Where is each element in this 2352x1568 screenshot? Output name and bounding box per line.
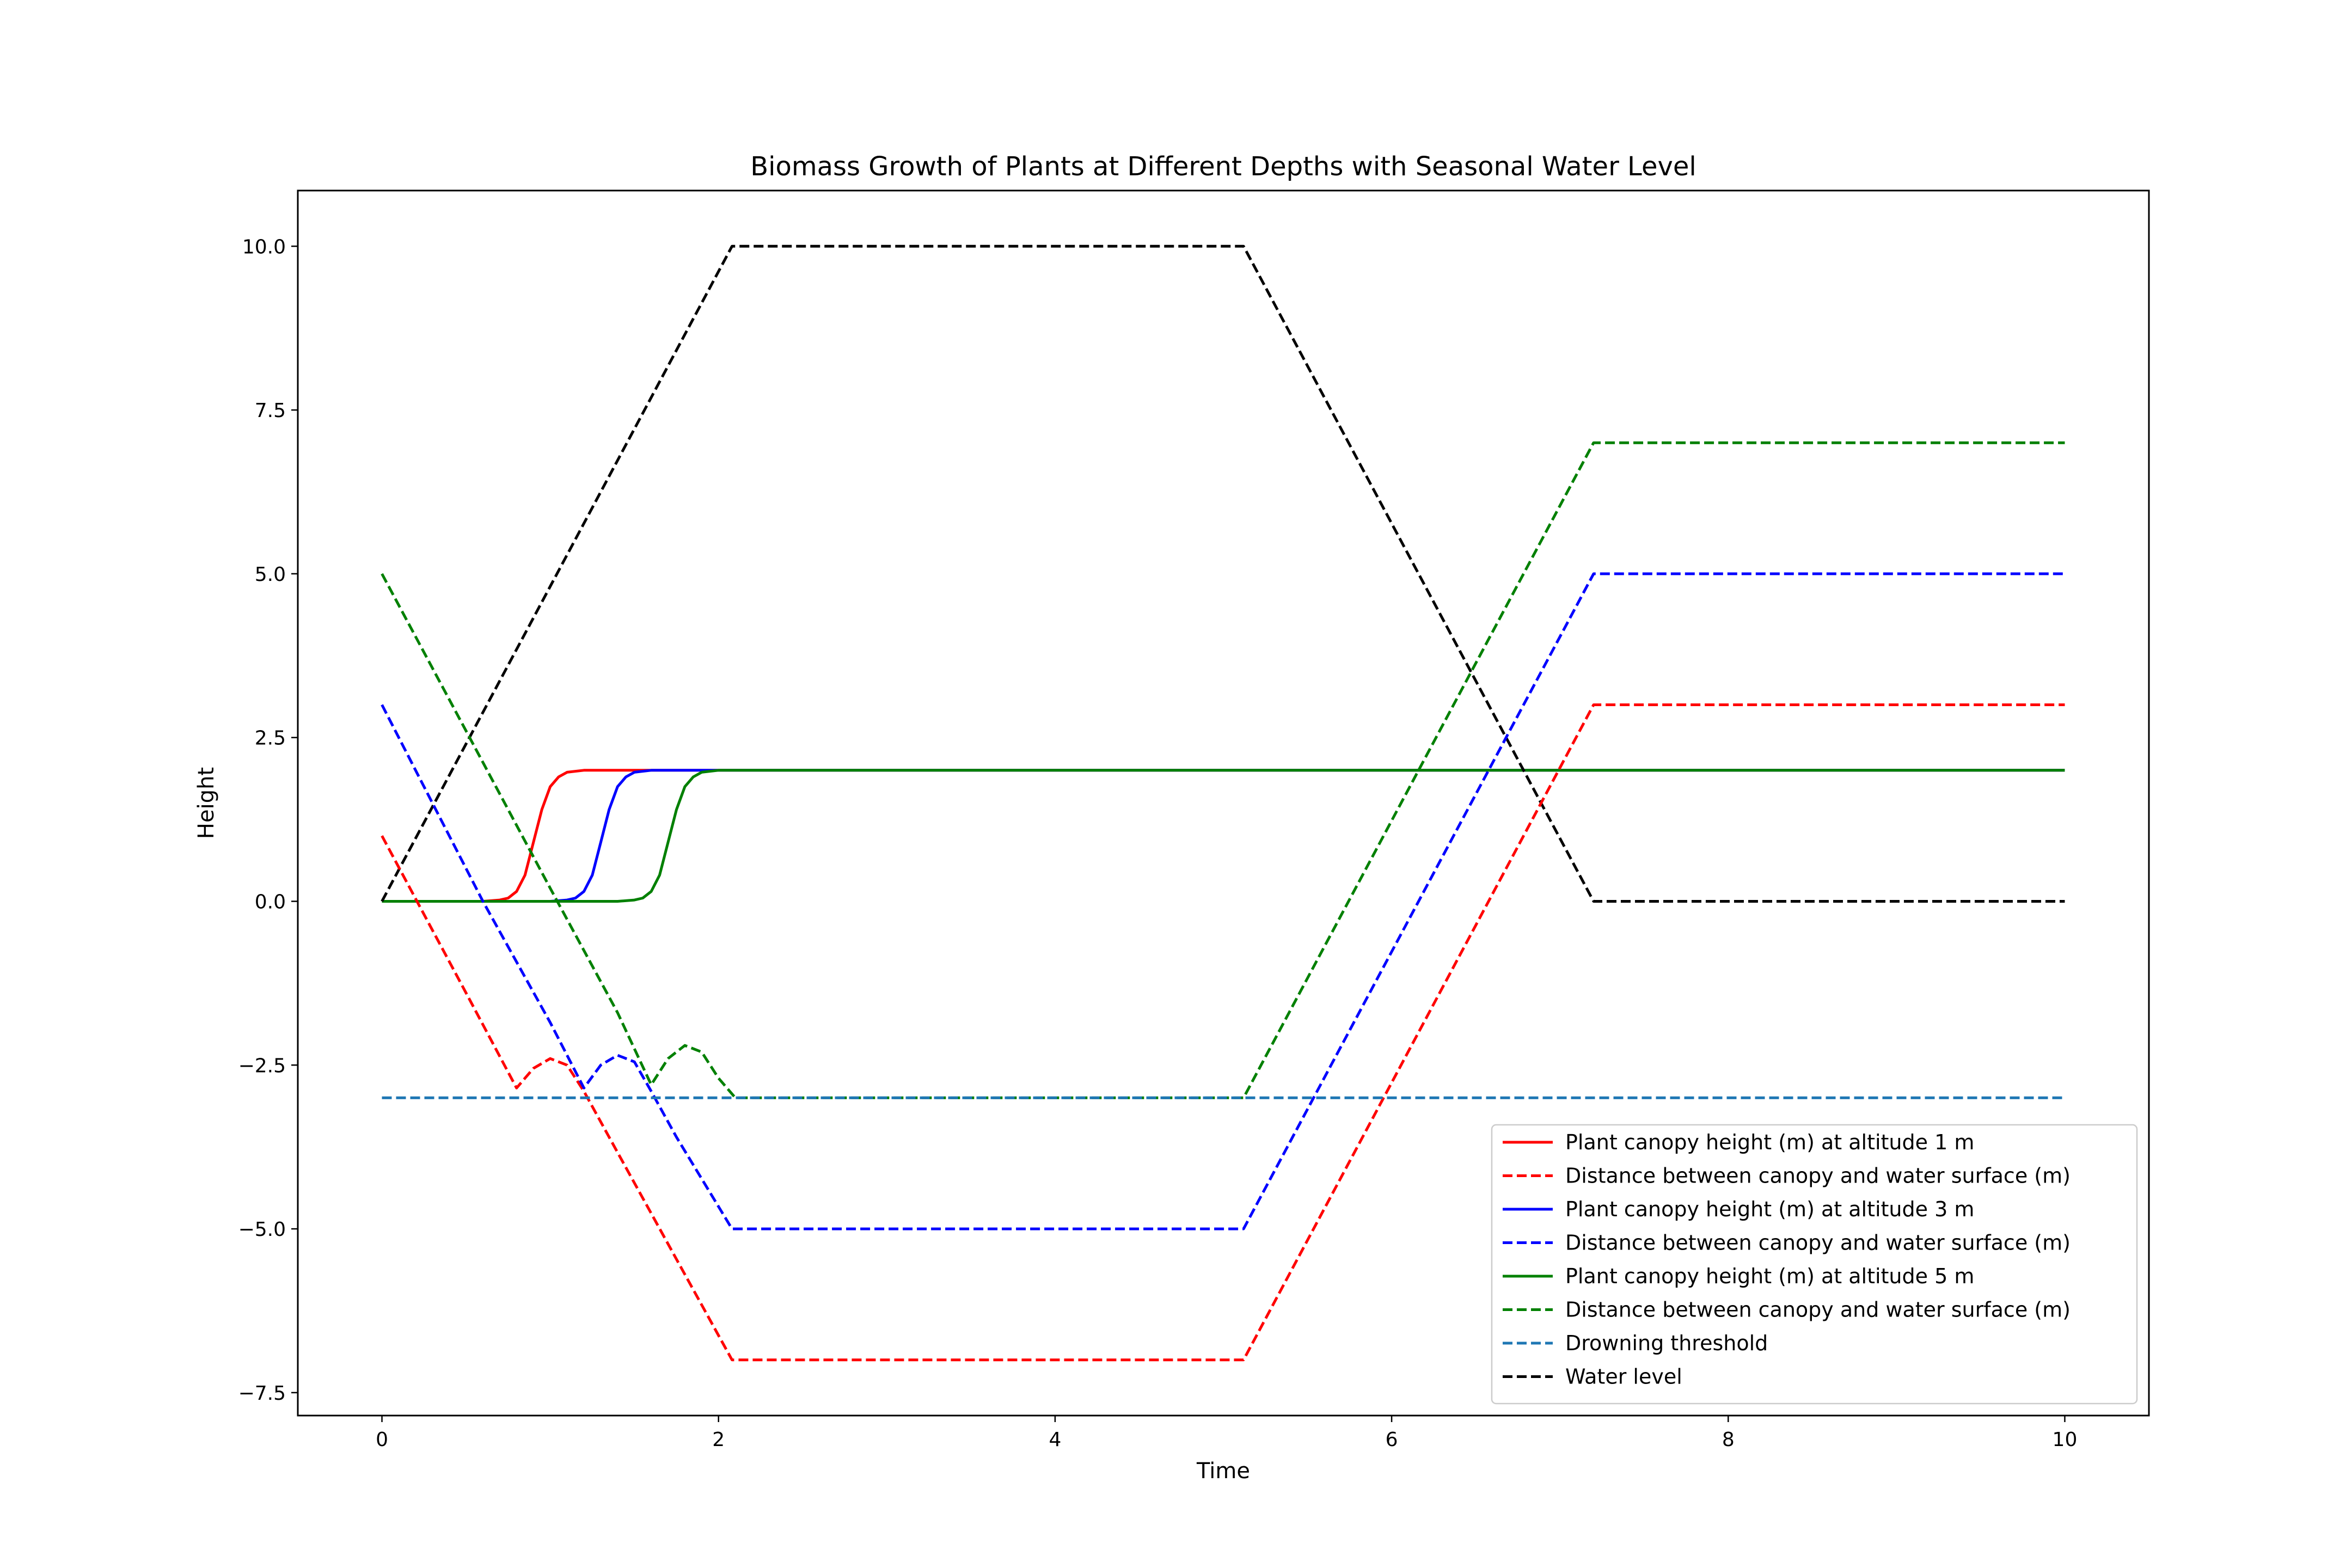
legend-entry: Distance between canopy and water surfac…	[1565, 1298, 2071, 1322]
legend: Plant canopy height (m) at altitude 1 m D…	[1491, 1124, 2138, 1405]
y-tick-label: −5.0	[238, 1218, 286, 1241]
series-line-8	[381, 244, 2065, 903]
series-line-2	[381, 703, 2065, 1362]
legend-entry: Distance between canopy and water surfac…	[1565, 1164, 2071, 1188]
x-tick-label: 6	[1386, 1429, 1398, 1451]
x-tick-label: 8	[1722, 1429, 1735, 1451]
series-layer	[381, 244, 2065, 1362]
chart-title: Biomass Growth of Plants at Different De…	[750, 151, 1696, 182]
legend-box	[1491, 1124, 2138, 1405]
legend-entry: Plant canopy height (m) at altitude 1 m	[1565, 1130, 1974, 1154]
y-tick-label: 5.0	[255, 564, 286, 586]
x-tick-label: 4	[1049, 1429, 1061, 1451]
y-axis: −7.5 −5.0 −2.5 0.0 2.5 5.0 7.5 10.0	[238, 236, 298, 1405]
x-axis: 0 2 4 6 8 10	[376, 1416, 2077, 1451]
x-axis-label: Time	[1196, 1459, 1250, 1484]
series-line-5	[382, 769, 2065, 903]
legend-entry: Water level	[1565, 1365, 1682, 1389]
x-tick-label: 0	[376, 1429, 388, 1451]
y-axis-label: Height	[194, 767, 219, 839]
series-line-3	[382, 769, 2065, 903]
legend-entry: Plant canopy height (m) at altitude 3 m	[1565, 1197, 1974, 1221]
y-tick-label: 7.5	[255, 400, 286, 422]
plot-frame	[297, 189, 2150, 1417]
x-tick-label: 10	[2053, 1429, 2078, 1451]
legend-entry: Distance between canopy and water surfac…	[1565, 1231, 2071, 1255]
y-tick-label: 2.5	[255, 727, 286, 750]
y-tick-label: 0.0	[255, 891, 286, 913]
legend-entry: Plant canopy height (m) at altitude 5 m	[1565, 1264, 1974, 1288]
series-line-6	[381, 441, 2065, 1099]
x-tick-label: 2	[712, 1429, 725, 1451]
series-line-4	[381, 572, 2065, 1230]
y-tick-label: 10.0	[242, 236, 286, 258]
legend-entry: Drowning threshold	[1565, 1331, 1768, 1355]
y-tick-label: −2.5	[238, 1055, 286, 1077]
y-tick-label: −7.5	[238, 1382, 286, 1405]
series-line-1	[382, 769, 2065, 903]
